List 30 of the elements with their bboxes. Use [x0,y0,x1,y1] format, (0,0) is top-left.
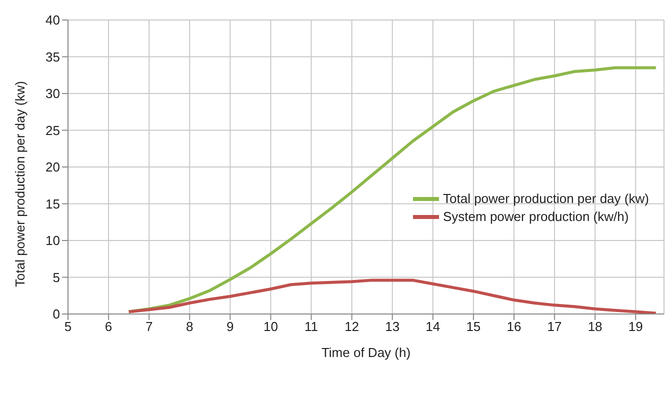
y-tick-label: 30 [46,86,60,102]
x-tick-label: 18 [588,319,602,334]
x-tick-label: 15 [466,319,481,334]
y-tick-label: 20 [46,160,60,175]
y-tick-label: 10 [46,233,60,248]
x-tick-label: 16 [506,319,522,334]
x-tick-label: 5 [64,319,72,334]
x-tick-label: 9 [226,319,234,334]
x-tick-label: 14 [426,319,440,334]
y-tick-label: 15 [46,196,60,212]
y-tick-label: 35 [46,49,60,64]
y-tick-label: 40 [46,12,60,28]
line-series [127,66,658,314]
x-tick-label: 7 [145,319,153,334]
x-tick-label: 10 [263,319,278,334]
x-tick-label: 17 [547,319,562,334]
y-tick-label: 25 [46,122,60,138]
x-tick-label: 8 [186,319,194,334]
y-axis-title: Total power production per day (kw) [12,81,28,287]
x-axis-title: Time of Day (h) [321,345,411,360]
legend-label: Total power production per day (kw) [443,190,649,208]
x-tick-label: 13 [385,319,400,334]
x-tick-label: 6 [104,319,112,334]
y-tick-label: 0 [52,306,60,322]
line-series [127,278,658,314]
x-tick-label: 19 [628,319,643,334]
x-tick-label: 11 [304,319,318,334]
x-tick-label: 12 [344,319,360,334]
y-tick-label: 5 [52,270,60,285]
legend-label: System power production (kw/h) [443,208,629,226]
